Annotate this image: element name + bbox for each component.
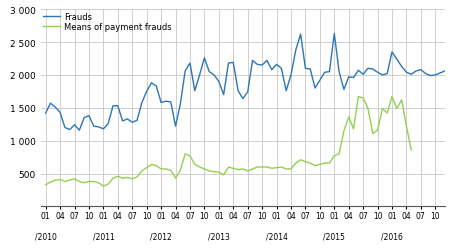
Means of payment frauds	[250, 168, 255, 171]
Frauds	[48, 102, 53, 105]
Text: /2010: /2010	[35, 232, 57, 240]
Frauds	[331, 33, 337, 36]
Means of payment frauds	[43, 183, 49, 186]
Frauds	[245, 91, 251, 94]
Line: Frauds: Frauds	[46, 34, 445, 131]
Means of payment frauds	[173, 177, 178, 180]
Means of payment frauds	[207, 170, 212, 173]
Means of payment frauds	[101, 185, 106, 188]
Line: Means of payment frauds: Means of payment frauds	[46, 97, 411, 186]
Text: /2011: /2011	[93, 232, 114, 240]
Frauds	[77, 129, 82, 132]
Frauds	[43, 112, 49, 115]
Frauds	[375, 72, 380, 75]
Means of payment frauds	[409, 149, 414, 152]
Means of payment frauds	[120, 177, 125, 180]
Legend: Frauds, Means of payment frauds: Frauds, Means of payment frauds	[44, 13, 172, 32]
Means of payment frauds	[168, 169, 173, 172]
Text: /2012: /2012	[150, 232, 172, 240]
Frauds	[355, 70, 361, 73]
Means of payment frauds	[355, 96, 361, 99]
Text: /2015: /2015	[323, 232, 345, 240]
Frauds	[226, 62, 231, 65]
Means of payment frauds	[197, 166, 202, 169]
Text: /2013: /2013	[208, 232, 230, 240]
Text: /2014: /2014	[266, 232, 287, 240]
Frauds	[67, 129, 73, 132]
Text: /2016: /2016	[381, 232, 403, 240]
Frauds	[442, 70, 448, 73]
